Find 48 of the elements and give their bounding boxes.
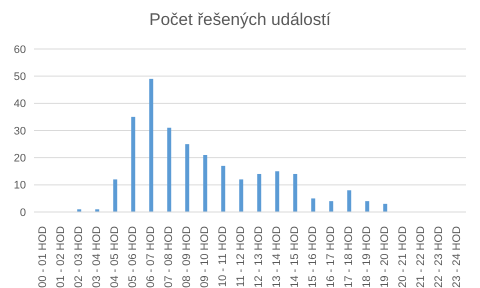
y-tick-label: 40 [14, 98, 26, 110]
bar [167, 128, 172, 212]
x-tick-label: 04 - 05 HOD [109, 226, 121, 288]
bar [239, 179, 244, 212]
x-tick-label: 16 - 17 HOD [325, 226, 337, 288]
x-tick-label: 05 - 06 HOD [127, 226, 139, 288]
x-tick-label: 22 - 23 HOD [433, 226, 445, 288]
bar [113, 179, 118, 212]
x-tick-label: 21 - 22 HOD [415, 226, 427, 288]
x-tick-label: 15 - 16 HOD [307, 226, 319, 288]
x-tick-label: 01 - 02 HOD [55, 226, 67, 288]
bar [203, 154, 208, 212]
y-tick-label: 0 [20, 206, 26, 219]
bar [149, 78, 154, 212]
x-tick-label: 06 - 07 HOD [145, 226, 157, 288]
bar [275, 171, 280, 212]
x-tick-label: 08 - 09 HOD [181, 226, 193, 288]
y-tick-label: 20 [14, 152, 26, 165]
x-tick-label: 13 - 14 HOD [271, 226, 283, 288]
x-tick-label: 09 - 10 HOD [199, 226, 211, 288]
chart-title: Počet řešených událostí [148, 10, 332, 30]
x-tick-label: 18 - 19 HOD [361, 226, 373, 288]
x-tick-label: 17 - 18 HOD [343, 226, 355, 288]
bar [329, 201, 334, 212]
x-tick-label: 14 - 15 HOD [289, 226, 301, 288]
x-tick-label: 19 - 20 HOD [379, 226, 391, 288]
x-tick-label: 12 - 13 HOD [253, 226, 265, 288]
x-tick-label: 11 - 12 HOD [235, 226, 247, 287]
x-tick-label: 00 - 01 HOD [37, 226, 49, 288]
bar [383, 204, 388, 212]
bar [311, 198, 316, 212]
y-tick-label: 60 [14, 44, 26, 56]
bar [365, 201, 370, 212]
y-tick-label: 10 [14, 180, 26, 192]
bar [221, 166, 226, 212]
x-tick-label: 02 - 03 HOD [73, 226, 85, 288]
x-tick-label: 20 - 21 HOD [397, 226, 409, 288]
x-tick-label: 10 - 11 HOD [217, 226, 229, 287]
x-tick-label: 07 - 08 HOD [163, 226, 175, 288]
bar [131, 116, 136, 212]
bar [293, 174, 298, 212]
bar [257, 174, 262, 212]
bar [185, 144, 190, 212]
y-tick-label: 30 [14, 125, 26, 138]
bar [347, 190, 352, 212]
y-tick-label: 50 [14, 71, 26, 84]
x-tick-label: 03 - 04 HOD [91, 226, 103, 288]
x-tick-label: 23 - 24 HOD [451, 226, 463, 288]
